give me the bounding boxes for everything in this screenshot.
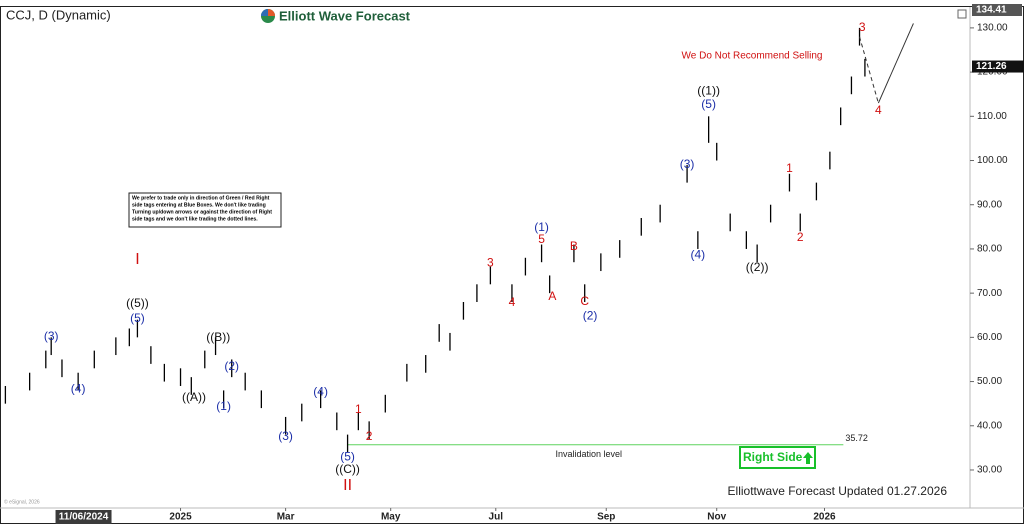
wave-label: 4 bbox=[875, 103, 882, 117]
logo-icon-part bbox=[261, 9, 268, 16]
invalidation-label: Invalidation level bbox=[555, 449, 622, 459]
y-tick-label: 70.00 bbox=[977, 288, 1002, 299]
y-tick-label: 50.00 bbox=[977, 376, 1002, 387]
wave-label: 5 bbox=[538, 232, 545, 246]
y-tick-label: 130.00 bbox=[977, 23, 1008, 34]
y-tick-label: 90.00 bbox=[977, 199, 1002, 210]
wave-label: (5) bbox=[701, 97, 716, 111]
top-price-label: 134.41 bbox=[976, 5, 1007, 16]
cursor-date-bg bbox=[55, 510, 112, 524]
note-line: We prefer to trade only in direction of … bbox=[132, 195, 270, 201]
wave-label: (4) bbox=[313, 384, 328, 398]
note-line: side tags entering at Blue Boxes. We don… bbox=[132, 202, 266, 208]
logo: Elliott Wave Forecast bbox=[261, 8, 411, 23]
wave-label: (2) bbox=[224, 359, 239, 373]
wave-label: ((C)) bbox=[335, 462, 360, 476]
warning: We Do Not Recommend Selling bbox=[682, 51, 823, 62]
projection-solid bbox=[877, 23, 914, 104]
wave-label: 4 bbox=[509, 295, 516, 309]
wave-label: (3) bbox=[44, 329, 59, 343]
wave-label: ((5)) bbox=[126, 296, 149, 310]
wave-label: (4) bbox=[691, 247, 706, 261]
y-tick-label: 80.00 bbox=[977, 244, 1002, 255]
projection-dashed bbox=[859, 36, 879, 104]
wave-label: (2) bbox=[583, 308, 598, 322]
wave-label: (5) bbox=[130, 311, 145, 325]
wave-label: I bbox=[135, 251, 139, 268]
wave-label: (1) bbox=[534, 220, 549, 234]
cursor-date: 11/06/2024 bbox=[59, 512, 109, 523]
wave-label: C bbox=[580, 294, 589, 308]
x-tick-label: Sep bbox=[597, 512, 615, 523]
x-tick-label: Nov bbox=[707, 512, 726, 523]
logo-icon-part bbox=[268, 9, 275, 16]
last-price-label: 121.26 bbox=[976, 61, 1007, 72]
wave-label: 1 bbox=[786, 161, 793, 175]
footer: Elliottwave Forecast Updated 01.27.2026 bbox=[728, 484, 948, 498]
wave-label: A bbox=[548, 289, 556, 303]
wave-label: (5) bbox=[340, 449, 355, 463]
wave-label: (4) bbox=[71, 381, 86, 395]
note-line: side tags and we don't like trading the … bbox=[132, 216, 258, 222]
wave-label: 2 bbox=[366, 429, 373, 443]
wave-label: 1 bbox=[355, 402, 362, 416]
y-tick-label: 30.00 bbox=[977, 465, 1002, 476]
right-side-frame bbox=[739, 446, 816, 469]
note-frame bbox=[128, 192, 282, 228]
x-tick-label: 2025 bbox=[169, 512, 192, 523]
x-tick-label: 2026 bbox=[813, 512, 836, 523]
wave-label: (1) bbox=[216, 399, 231, 413]
chart-title: CCJ, D (Dynamic) bbox=[6, 7, 111, 22]
note-box: We prefer to trade only in direction of … bbox=[128, 192, 282, 228]
last-price-bg bbox=[972, 60, 1024, 73]
y-tick-label: 110.00 bbox=[977, 111, 1007, 122]
settings-icon[interactable] bbox=[957, 9, 967, 19]
x-tick-label: Mar bbox=[277, 512, 295, 523]
wave-label: ((A)) bbox=[182, 390, 206, 404]
wave-label: II bbox=[343, 477, 352, 494]
wave-label: 3 bbox=[487, 255, 494, 269]
wave-label: ((B)) bbox=[206, 330, 230, 344]
wave-label: ((1)) bbox=[697, 83, 720, 97]
copyright: © eSignal, 2026 bbox=[4, 498, 40, 505]
wave-label: (3) bbox=[680, 157, 695, 171]
brand: Elliott Wave Forecast bbox=[279, 8, 411, 23]
x-tick-label: Jul bbox=[489, 512, 504, 523]
y-tick-label: 100.00 bbox=[977, 155, 1008, 166]
wave-label: B bbox=[570, 239, 578, 253]
up-arrow bbox=[803, 452, 813, 464]
wave-label: 2 bbox=[797, 230, 804, 244]
y-tick-label: 40.00 bbox=[977, 420, 1002, 431]
frame bbox=[0, 6, 1024, 524]
right-side-box: Right Side bbox=[739, 446, 816, 469]
wave-label: ((2)) bbox=[746, 260, 769, 274]
note-line: Turning up/down arrows or against the di… bbox=[132, 209, 272, 215]
wave-label: 3 bbox=[859, 20, 866, 34]
x-tick-label: May bbox=[381, 512, 401, 523]
right-side-label: Right Side bbox=[743, 450, 803, 464]
wave-label: (3) bbox=[278, 429, 293, 443]
y-tick-label: 60.00 bbox=[977, 332, 1002, 343]
top-price-bg bbox=[972, 4, 1022, 16]
invalidation-value: 35.72 bbox=[845, 433, 868, 443]
